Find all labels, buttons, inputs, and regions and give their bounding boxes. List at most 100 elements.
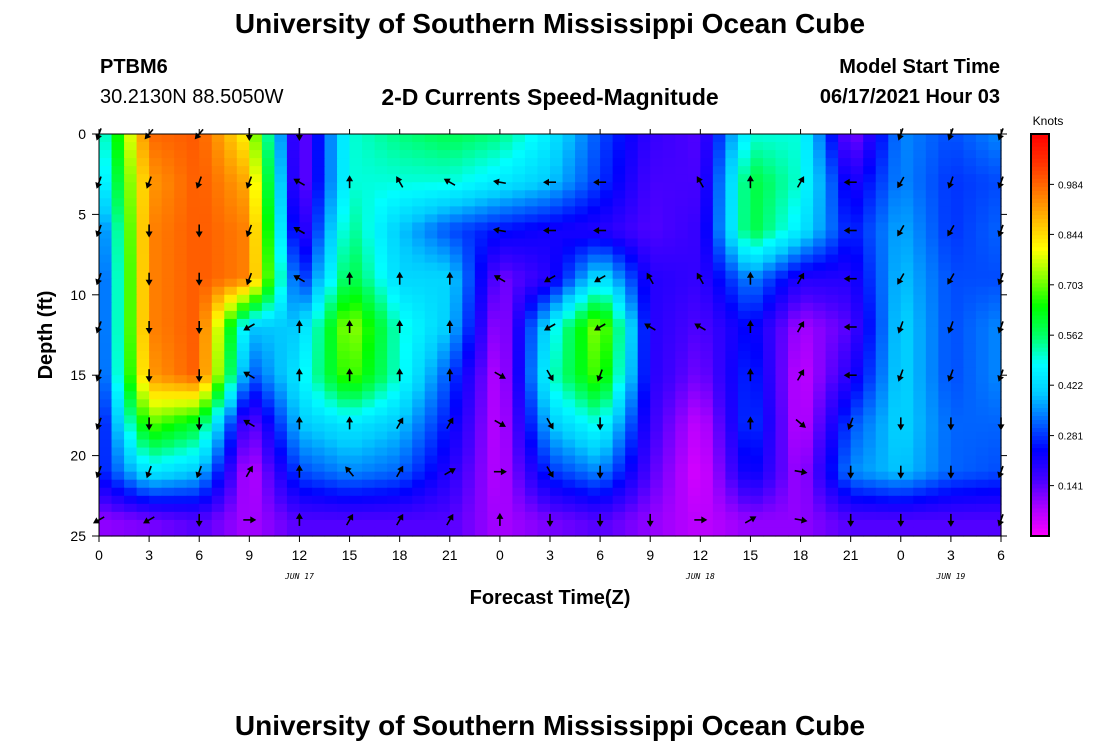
heatmap-cell [186, 318, 200, 328]
heatmap-cell [424, 511, 438, 521]
heatmap-cell [224, 495, 238, 505]
current-arrow [95, 321, 102, 334]
heatmap-cell [236, 431, 250, 441]
heatmap-cell [249, 318, 263, 328]
heatmap-cell [111, 447, 125, 457]
heatmap-cell [938, 335, 952, 344]
heatmap-cell [750, 479, 764, 489]
heatmap-cell [762, 487, 777, 497]
colorbar-swatch [1031, 154, 1049, 159]
heatmap-cell [412, 479, 426, 489]
heatmap-cell [913, 310, 927, 320]
heatmap-cell [888, 278, 902, 288]
heatmap-cell [399, 262, 413, 272]
heatmap-cell [311, 166, 326, 175]
heatmap-cell [324, 174, 338, 183]
heatmap-cell [800, 158, 814, 167]
heatmap-cell [775, 351, 789, 360]
heatmap-cell [524, 487, 539, 497]
heatmap-cell [474, 343, 488, 352]
current-arrow [794, 468, 808, 476]
heatmap-cell [612, 318, 626, 328]
heatmap-cell [775, 174, 789, 183]
current-arrow [92, 516, 105, 524]
heatmap-cell [199, 142, 213, 151]
heatmap-cell [449, 166, 463, 175]
heatmap-cell [813, 351, 827, 360]
heatmap-cell [349, 511, 363, 521]
heatmap-cell [161, 158, 175, 167]
heatmap-cell [650, 198, 664, 207]
current-arrow [396, 176, 404, 188]
heatmap-cell [950, 222, 965, 232]
heatmap-cell [587, 326, 601, 336]
colorbar-swatch [1031, 367, 1049, 372]
heatmap-cell [537, 343, 551, 352]
heatmap-cell [875, 391, 889, 400]
heatmap-cell [562, 254, 576, 264]
heatmap-cell [374, 351, 388, 360]
heatmap-cell [261, 455, 275, 465]
heatmap-cell [938, 463, 952, 473]
heatmap-cell [913, 447, 927, 457]
heatmap-cell [637, 302, 651, 312]
heatmap-cell [111, 150, 125, 159]
heatmap-cell [387, 455, 401, 465]
heatmap-cell [687, 367, 701, 376]
heatmap-cell [136, 383, 150, 392]
heatmap-cell [274, 487, 288, 497]
heatmap-cell [562, 495, 576, 505]
heatmap-cell [725, 326, 739, 336]
heatmap-cell [412, 383, 426, 392]
heatmap-cell [650, 343, 664, 352]
heatmap-cell [387, 310, 401, 320]
heatmap-cell [161, 166, 175, 175]
heatmap-cell [224, 310, 238, 320]
heatmap-cell [349, 286, 363, 296]
heatmap-cell [687, 150, 701, 159]
heatmap-cell [337, 431, 351, 441]
heatmap-cell [925, 439, 939, 449]
heatmap-cell [337, 214, 351, 224]
heatmap-cell [537, 238, 551, 248]
heatmap-cell [387, 318, 401, 328]
heatmap-cell [286, 150, 301, 159]
current-arrow [145, 224, 153, 238]
heatmap-cell [625, 158, 639, 167]
heatmap-cell [637, 150, 651, 159]
heatmap-cell [487, 310, 501, 320]
heatmap-cell [412, 270, 426, 280]
heatmap-cell [161, 391, 175, 400]
heatmap-cell [737, 503, 752, 513]
heatmap-cell [199, 190, 213, 199]
heatmap-cell [537, 198, 551, 207]
colorbar-swatch [1031, 407, 1049, 412]
heatmap-cell [875, 166, 889, 175]
heatmap-cell [299, 310, 313, 320]
heatmap-cell [186, 174, 200, 183]
current-arrow [295, 368, 303, 382]
heatmap-cell [950, 359, 965, 368]
heatmap-cell [424, 198, 438, 207]
heatmap-cell [863, 278, 877, 288]
heatmap-cell [625, 479, 639, 489]
heatmap-cell [249, 511, 263, 521]
heatmap-cell [888, 166, 902, 175]
heatmap-cell [625, 310, 639, 320]
heatmap-cell [950, 335, 965, 344]
heatmap-cell [600, 407, 614, 416]
heatmap-cell [499, 351, 514, 360]
heatmap-cell [662, 335, 676, 344]
heatmap-cell [662, 383, 676, 392]
heatmap-cell [474, 511, 488, 521]
heatmap-cell [575, 519, 589, 529]
heatmap-cell [925, 399, 939, 408]
heatmap-cell [211, 375, 225, 384]
heatmap-cell [712, 150, 726, 159]
heatmap-cell [850, 383, 864, 392]
heatmap-cell [900, 439, 914, 449]
heatmap-cell [762, 519, 777, 529]
heatmap-cell [424, 335, 438, 344]
heatmap-cell [863, 262, 877, 272]
current-arrow [293, 275, 305, 283]
